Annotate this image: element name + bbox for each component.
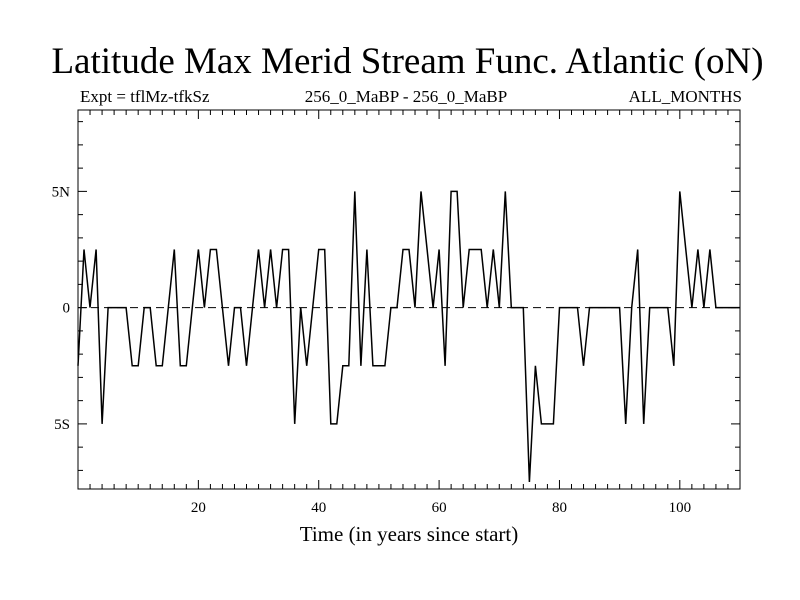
tick-layer: 20 40 60 80 100 5N 0 5S [52,110,740,516]
y-tick-label: 5N [52,184,71,200]
series-line-latitude [77,190,740,483]
x-tick-label: 60 [432,500,447,516]
x-tick-label: 100 [669,500,692,516]
chart-title: Latitude Max Merid Stream Func. Atlantic… [51,41,764,82]
x-tick-label: 20 [191,500,206,516]
x-axis-label: Time (in years since start) [300,522,519,546]
series-layer [77,190,740,483]
x-tick-label: 40 [311,500,326,516]
months-label: ALL_MONTHS [628,87,742,106]
y-tick-label: 5S [54,417,70,433]
x-tick-label: 80 [552,500,567,516]
experiment-label: Expt = tflMz-tfkSz [80,87,210,106]
period-label: 256_0_MaBP - 256_0_MaBP [304,87,508,106]
plot-frame [77,109,741,490]
y-tick-label: 0 [63,301,71,317]
